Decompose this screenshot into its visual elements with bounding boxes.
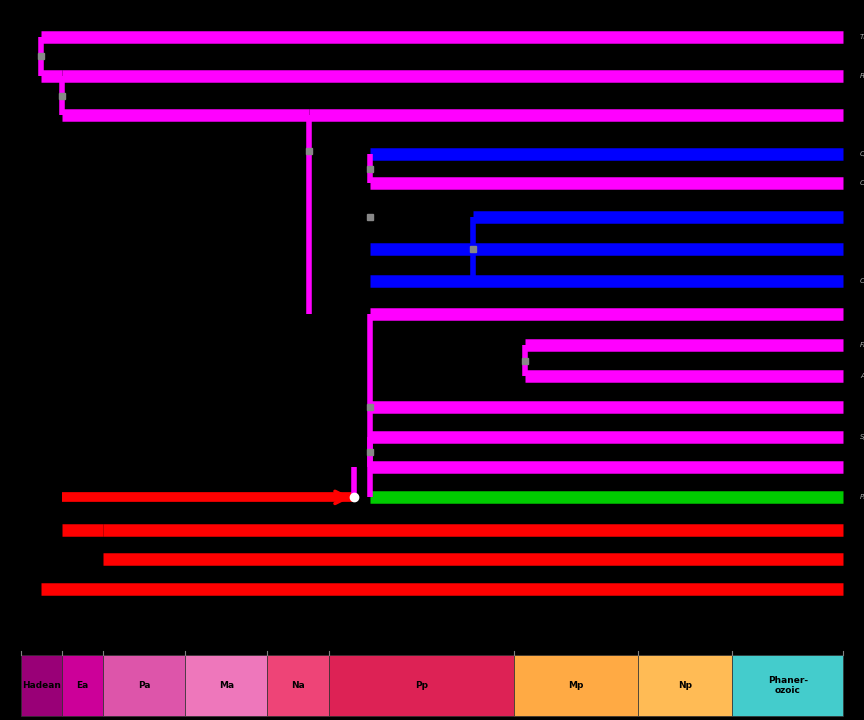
Bar [103, 655, 185, 716]
Text: Proteobacteria: Proteobacteria [860, 495, 864, 500]
Bar [21, 655, 61, 716]
Text: Ma: Ma [219, 681, 234, 690]
Bar [638, 655, 732, 716]
Text: Spirochaetota: Spirochaetota [860, 434, 864, 440]
Text: Firmicutes: Firmicutes [860, 342, 864, 348]
Text: Hadean: Hadean [22, 681, 60, 690]
Text: Phaner-
ozoic: Phaner- ozoic [768, 676, 808, 695]
Bar [268, 655, 329, 716]
Text: Ea: Ea [76, 681, 88, 690]
Text: Thermotogae: Thermotogae [860, 34, 864, 40]
Bar [329, 655, 514, 716]
Text: Actinobacteria: Actinobacteria [860, 373, 864, 379]
Text: Chlorobiota: Chlorobiota [860, 278, 864, 284]
Text: Chloroflexi: Chloroflexi [860, 180, 864, 186]
Text: Pa: Pa [137, 681, 150, 690]
Text: Cyanobacteria: Cyanobacteria [860, 151, 864, 157]
Text: Fusobacteria: Fusobacteria [860, 73, 864, 79]
Bar [61, 655, 103, 716]
Bar [732, 655, 843, 716]
Text: Mp: Mp [569, 681, 584, 690]
Text: Na: Na [291, 681, 305, 690]
Text: Np: Np [678, 681, 692, 690]
Bar [185, 655, 268, 716]
Text: Pp: Pp [416, 681, 429, 690]
Bar [514, 655, 638, 716]
